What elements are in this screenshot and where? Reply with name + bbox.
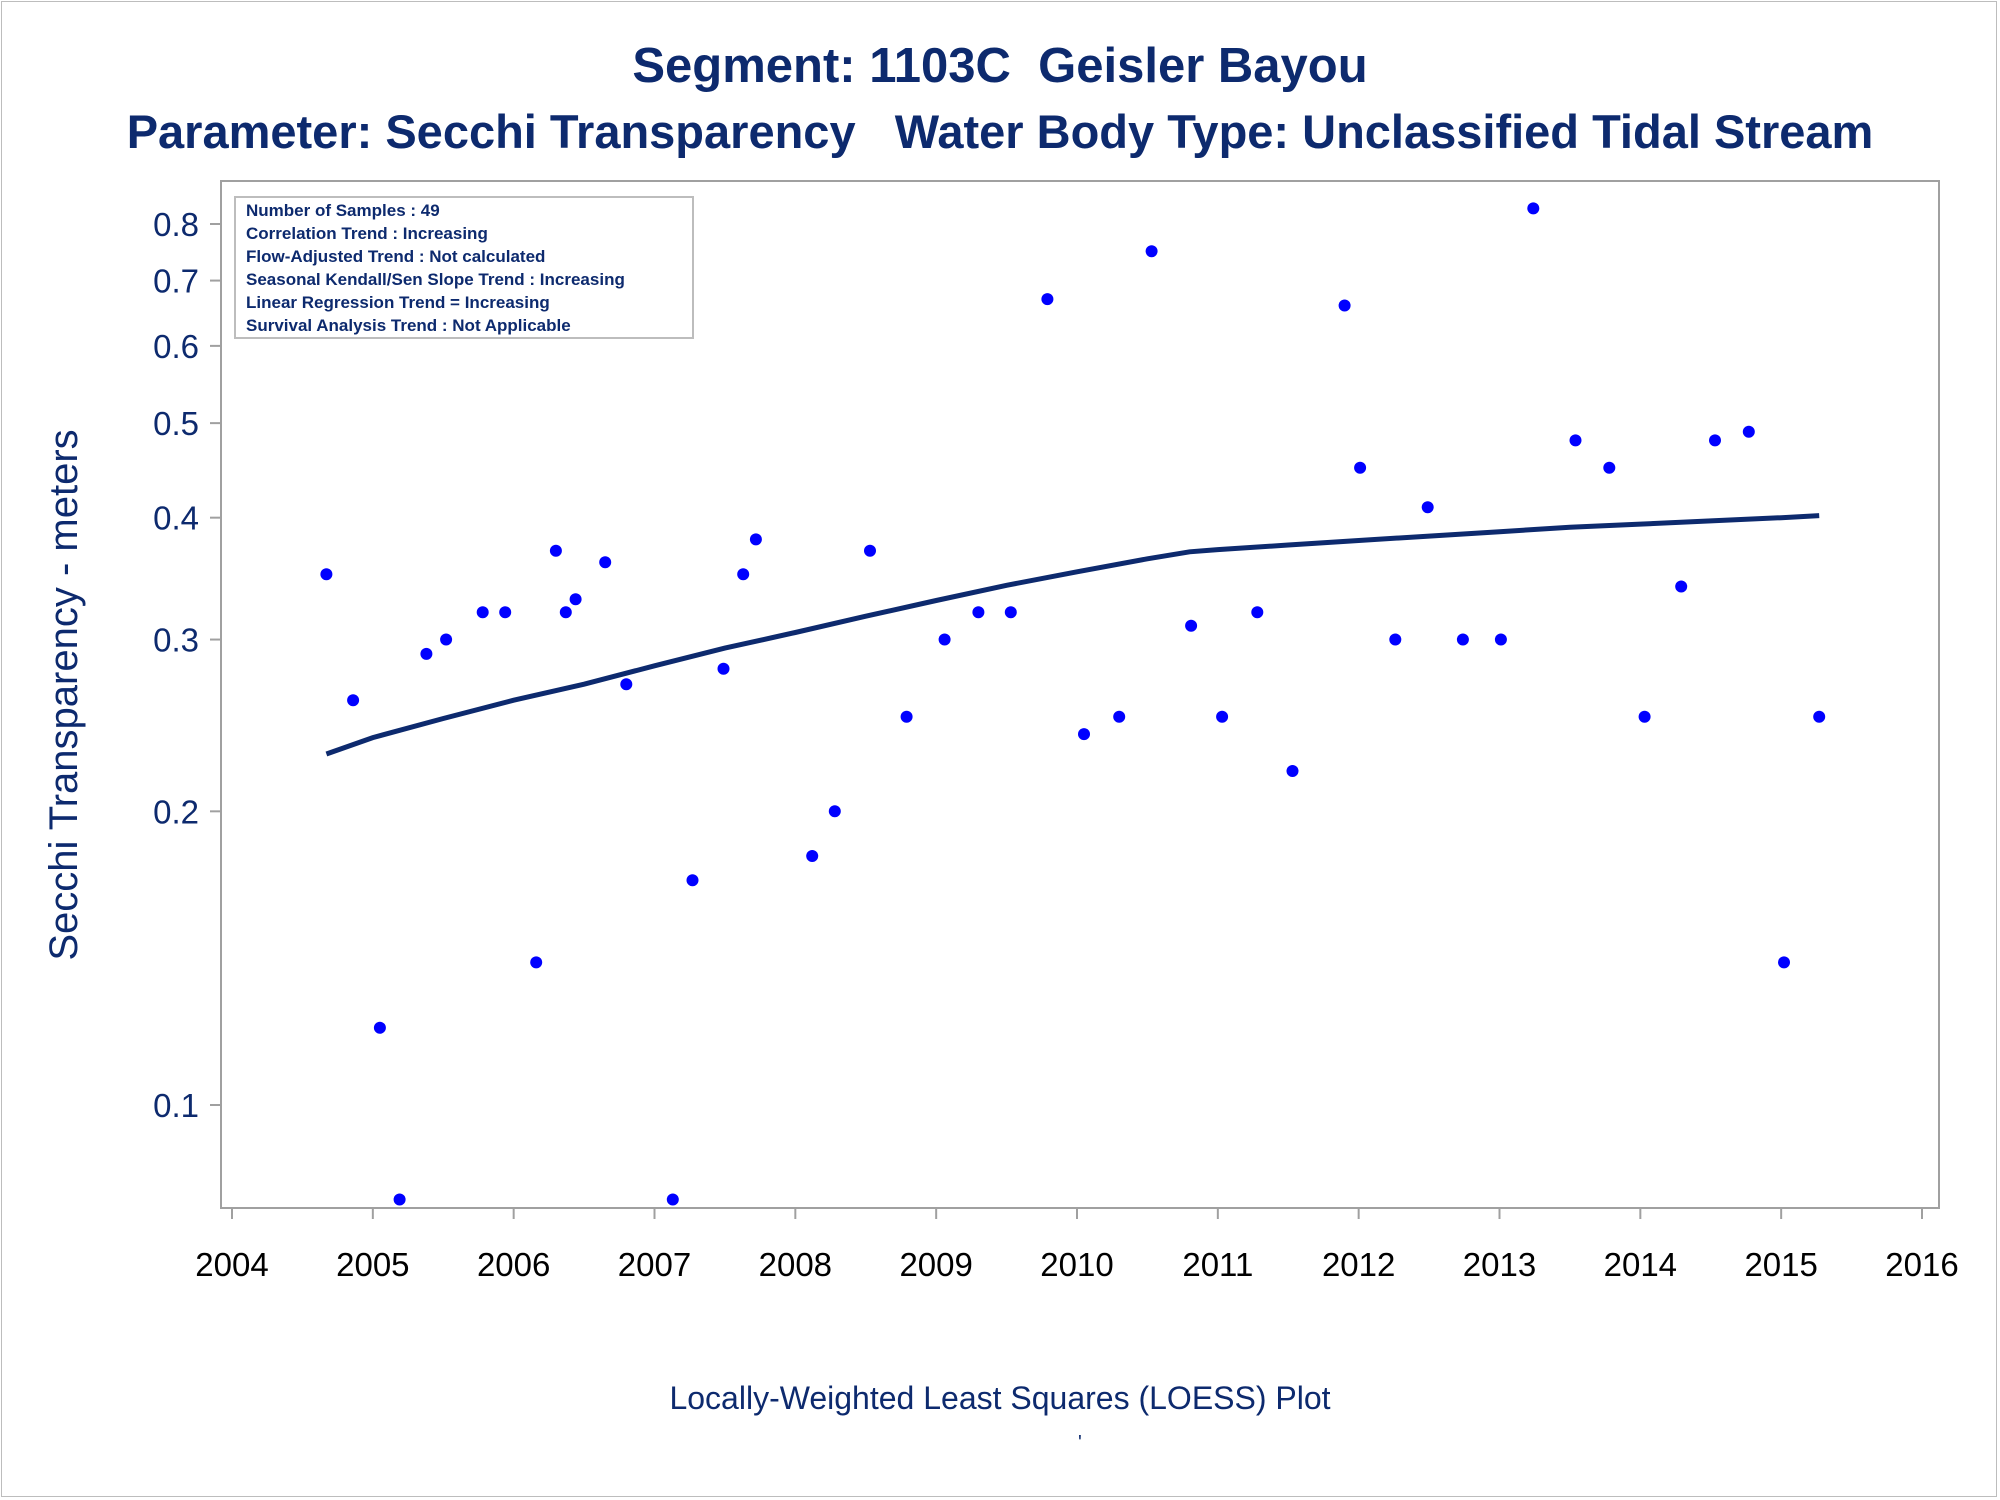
data-point xyxy=(620,678,633,691)
chart-title: Segment: 1103C Geisler Bayou xyxy=(632,39,1368,93)
y-tick-label: 0.5 xyxy=(153,405,199,442)
x-tick-label: 2009 xyxy=(899,1246,972,1283)
data-point xyxy=(440,633,453,646)
data-point xyxy=(1569,434,1582,447)
data-point xyxy=(1041,293,1054,306)
y-axis-label: Secchi Transparency - meters xyxy=(42,429,86,960)
data-point xyxy=(549,544,562,557)
trend-summary-inset: Number of Samples : 49 Correlation Trend… xyxy=(234,196,694,339)
x-tick-label: 2004 xyxy=(195,1246,268,1283)
y-tick-label: 0.1 xyxy=(153,1087,199,1124)
data-point xyxy=(1113,710,1126,723)
inset-line: Seasonal Kendall/Sen Slope Trend : Incre… xyxy=(246,270,625,289)
data-point xyxy=(569,593,582,606)
x-axis: 2004 2005 2006 2007 2008 2009 2010 2011 2012 2013… xyxy=(195,1208,1959,1283)
x-tick-label: 2016 xyxy=(1885,1246,1958,1283)
data-point xyxy=(1145,245,1158,258)
x-tick-label: 2005 xyxy=(336,1246,409,1283)
data-point xyxy=(393,1193,406,1206)
inset-line: Flow-Adjusted Trend : Not calculated xyxy=(246,247,545,266)
inset-line: Number of Samples : 49 xyxy=(246,201,440,220)
data-point xyxy=(686,874,699,887)
data-point xyxy=(1603,461,1616,474)
data-point xyxy=(476,606,489,619)
data-point xyxy=(666,1193,679,1206)
data-point xyxy=(599,556,612,569)
data-point xyxy=(499,606,512,619)
data-point xyxy=(938,633,951,646)
data-point xyxy=(806,850,819,862)
data-point xyxy=(1216,710,1229,723)
data-point xyxy=(1456,633,1469,646)
data-point xyxy=(373,1021,386,1034)
data-point xyxy=(1389,633,1402,646)
y-axis: 0.1 0.2 0.3 0.4 0.5 0.6 0.7 0.8 xyxy=(153,206,221,1124)
y-tick-label: 0.8 xyxy=(153,206,199,243)
x-tick-label: 2013 xyxy=(1463,1246,1536,1283)
x-tick-label: 2006 xyxy=(477,1246,550,1283)
inset-line: Linear Regression Trend = Increasing xyxy=(246,293,550,312)
y-tick-label: 0.7 xyxy=(153,263,199,300)
data-point xyxy=(559,606,572,619)
loess-trend-line xyxy=(325,513,1820,757)
data-point xyxy=(1675,580,1688,593)
x-tick-label: 2008 xyxy=(759,1246,832,1283)
data-point xyxy=(1638,710,1651,723)
x-tick-label: 2015 xyxy=(1744,1246,1817,1283)
data-point xyxy=(1742,425,1755,438)
chart-subtitle: Parameter: Secchi Transparency Water Bod… xyxy=(126,105,1874,158)
data-point xyxy=(737,568,750,581)
x-tick-label: 2007 xyxy=(618,1246,691,1283)
y-tick-label: 0.3 xyxy=(153,622,199,659)
x-tick-label: 2011 xyxy=(1182,1246,1253,1283)
data-point xyxy=(420,647,433,660)
data-points xyxy=(320,202,1826,1206)
data-point xyxy=(1185,619,1198,632)
data-point xyxy=(900,710,913,723)
y-tick-label: 0.4 xyxy=(153,500,199,537)
data-point xyxy=(1251,606,1264,619)
y-tick-label: 0.2 xyxy=(153,793,199,830)
data-point xyxy=(320,568,333,581)
inset-box xyxy=(234,196,694,339)
data-point xyxy=(1813,710,1826,723)
inset-line: Survival Analysis Trend : Not Applicable xyxy=(246,316,571,335)
data-point xyxy=(1004,606,1017,619)
inset-line: Correlation Trend : Increasing xyxy=(246,224,488,243)
data-point xyxy=(1286,765,1299,777)
data-point xyxy=(1709,434,1721,447)
data-point xyxy=(530,956,543,969)
x-tick-label: 2010 xyxy=(1040,1246,1113,1283)
footnote: Locally-Weighted Least Squares (LOESS) P… xyxy=(669,1380,1331,1416)
footnote-mark: ' xyxy=(1078,1432,1082,1454)
data-point xyxy=(717,662,730,675)
data-point xyxy=(828,805,841,818)
data-point xyxy=(749,533,762,546)
x-tick-label: 2014 xyxy=(1604,1246,1677,1283)
plot-area-border xyxy=(220,180,1940,1209)
data-point xyxy=(1078,728,1090,741)
data-point xyxy=(1494,633,1507,646)
data-point xyxy=(1338,299,1351,312)
data-point xyxy=(1421,501,1434,514)
data-point xyxy=(864,544,876,557)
data-point xyxy=(347,694,360,707)
data-point xyxy=(1778,956,1790,969)
data-point xyxy=(1527,202,1540,215)
data-point xyxy=(972,606,985,619)
x-tick-label: 2012 xyxy=(1322,1246,1395,1283)
data-point xyxy=(1354,461,1367,474)
y-tick-label: 0.6 xyxy=(153,328,199,365)
